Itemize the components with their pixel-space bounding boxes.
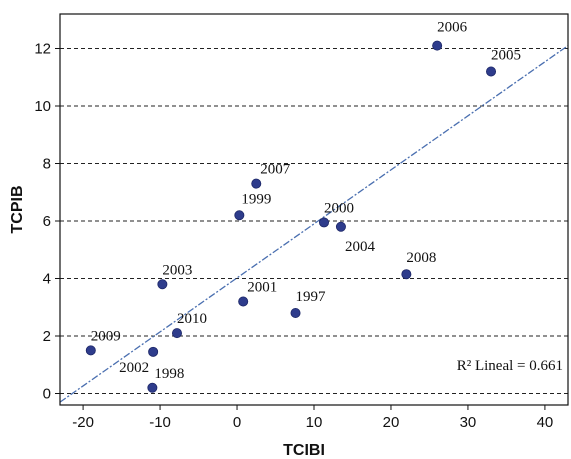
point-label-2008: 2008 (406, 250, 436, 266)
data-point-2009 (85, 345, 96, 356)
y-tick-label: 2 (43, 328, 51, 345)
x-tick-label: 10 (306, 414, 323, 431)
point-label-2003: 2003 (162, 262, 192, 278)
x-tick-label: -20 (72, 414, 94, 431)
x-tick-label: 30 (460, 414, 477, 431)
x-tick-label: 0 (233, 414, 241, 431)
point-label-2010: 2010 (177, 311, 207, 327)
r-squared-annotation: R² Lineal = 0.661 (457, 358, 563, 374)
point-label-2007: 2007 (260, 162, 291, 178)
y-tick-label: 0 (43, 386, 51, 403)
y-tick-label: 4 (43, 271, 51, 288)
fit-line (59, 45, 569, 403)
y-tick-label: 8 (43, 156, 51, 173)
data-point-1997 (290, 307, 301, 318)
data-point-1998 (147, 382, 158, 393)
point-label-2006: 2006 (437, 20, 468, 36)
point-label-2002: 2002 (119, 360, 149, 376)
data-point-1999 (234, 210, 245, 221)
data-point-2001 (238, 296, 249, 307)
fit-line-group (59, 45, 569, 403)
data-point-2005 (486, 66, 497, 77)
data-point-2008 (401, 269, 412, 280)
y-tick-label: 10 (34, 98, 51, 115)
data-point-2010 (171, 328, 182, 339)
data-points: 2006 2005 2007 1999 2000 2004 2008 2003 2001 1997… (85, 20, 521, 393)
data-point-2007 (251, 178, 262, 189)
point-label-1998: 1998 (154, 366, 184, 382)
point-label-2005: 2005 (491, 48, 521, 64)
y-tick-label: 12 (34, 41, 51, 58)
x-tick-label: 20 (383, 414, 400, 431)
point-label-2009: 2009 (91, 328, 121, 344)
point-label-1999: 1999 (241, 191, 271, 207)
data-point-2002 (148, 346, 159, 357)
point-label-2001: 2001 (247, 280, 277, 296)
point-label-2000: 2000 (324, 200, 354, 216)
x-tick-label: -10 (149, 414, 171, 431)
point-label-2004: 2004 (345, 239, 376, 255)
point-label-1997: 1997 (296, 289, 327, 305)
x-axis-label: TCIBI (283, 442, 325, 459)
y-axis-label: TCPIB (9, 186, 26, 234)
grid-lines (60, 48, 568, 394)
x-tick-label: 40 (537, 414, 554, 431)
data-point-2003 (157, 279, 168, 290)
data-point-2006 (432, 40, 443, 51)
data-point-2000 (319, 217, 330, 228)
y-tick-label: 6 (43, 213, 51, 230)
axes: 0 2 4 6 8 10 12 -20 -10 0 10 20 30 40 (34, 13, 569, 431)
data-point-2004 (335, 221, 346, 232)
